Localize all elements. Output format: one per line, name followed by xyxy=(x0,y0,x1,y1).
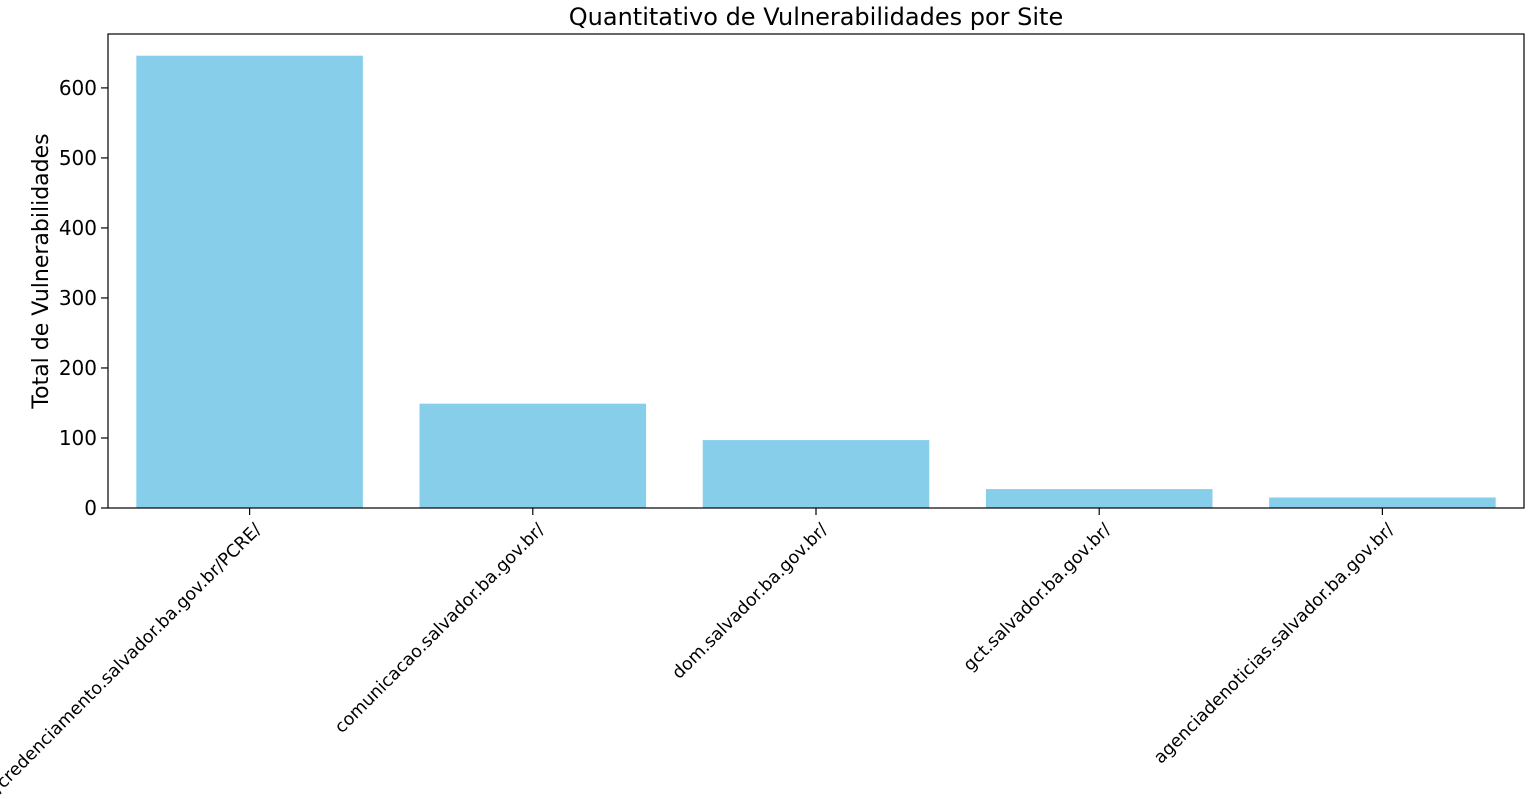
y-tick-label: 500 xyxy=(59,146,97,170)
y-axis-label: Total de Vulnerabilidades xyxy=(29,133,54,409)
bar xyxy=(985,489,1213,508)
x-tick-label: https://credenciamento.salvador.ba.gov.b… xyxy=(0,520,266,799)
bar xyxy=(136,55,363,508)
y-tick-label: 0 xyxy=(84,496,97,520)
y-tick-label: 600 xyxy=(59,76,97,100)
y-ticks-group: 0 100 200 300 400 500 600 xyxy=(59,76,108,520)
x-tick-label: dom.salvador.ba.gov.br/ xyxy=(669,520,833,684)
bars-group xyxy=(136,55,1496,508)
plot-frame xyxy=(107,33,1525,509)
y-tick-label: 300 xyxy=(59,286,97,310)
x-ticks-group: https://credenciamento.salvador.ba.gov.b… xyxy=(0,508,1398,799)
y-tick-label: 100 xyxy=(59,426,97,450)
y-tick-label: 400 xyxy=(59,216,97,240)
y-tick-label: 200 xyxy=(59,356,97,380)
x-tick-label: gct.salvador.ba.gov.br/ xyxy=(960,520,1116,676)
bar xyxy=(419,403,647,508)
bar xyxy=(1269,497,1496,508)
bar xyxy=(702,440,930,508)
chart-title: Quantitativo de Vulnerabilidades por Sit… xyxy=(569,3,1063,31)
x-tick-label: comunicacao.salvador.ba.gov.br/ xyxy=(331,520,549,738)
x-tick-label: agenciadenoticias.salvador.ba.gov.br/ xyxy=(1150,520,1398,768)
